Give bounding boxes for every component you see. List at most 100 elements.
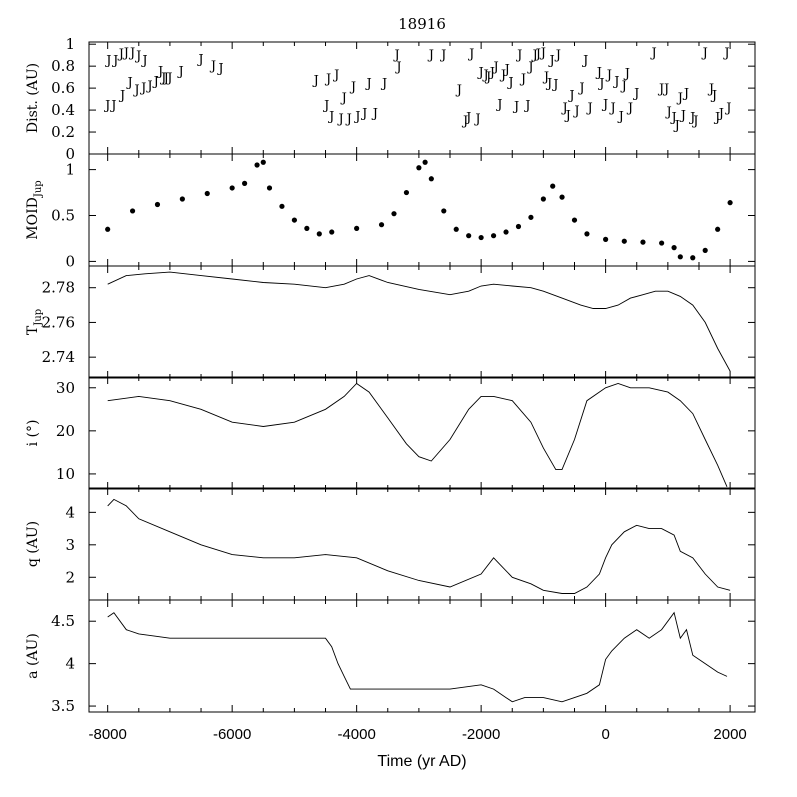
x-tick-label: 2000 [713, 726, 746, 743]
data-point [291, 217, 298, 223]
encounter-marker: J [467, 47, 474, 62]
encounter-marker: J [506, 76, 513, 91]
data-point [640, 239, 646, 245]
encounter-marker: J [392, 48, 399, 63]
encounter-marker: J [597, 77, 604, 92]
encounter-marker: J [152, 74, 159, 89]
encounter-marker: J [676, 91, 683, 106]
x-axis-label: Time (yr AD) [377, 753, 466, 770]
y-tick-label: 3 [65, 536, 75, 554]
encounter-marker: J [196, 52, 203, 67]
encounter-marker: J [554, 48, 561, 63]
encounter-marker: J [439, 48, 446, 63]
x-tick-label: -8000 [88, 726, 126, 743]
data-point [677, 254, 683, 260]
data-point [154, 201, 161, 208]
data-point [671, 245, 677, 251]
data-point [242, 180, 248, 186]
encounter-marker: J [545, 77, 552, 92]
encounter-marker: J [632, 87, 639, 102]
encounter-marker: J [564, 108, 571, 123]
y-tick-label: 2.76 [42, 313, 75, 331]
encounter-marker: J [595, 66, 602, 81]
series-line-a [107, 611, 728, 703]
panel-frame [88, 376, 756, 490]
data-point [329, 229, 335, 235]
encounter-marker: J [312, 73, 319, 88]
encounter-marker: J [209, 59, 216, 74]
encounter-marker: J [688, 111, 695, 126]
encounter-marker: J [491, 60, 498, 75]
data-point [279, 203, 285, 209]
encounter-marker: J [324, 72, 331, 87]
encounter-marker: J [327, 110, 334, 125]
encounter-marker: J [567, 89, 574, 104]
y-tick-label: 0.6 [51, 79, 75, 97]
encounter-marker: J [724, 101, 731, 116]
y-tick-label: 2.78 [42, 279, 75, 297]
data-point [727, 200, 733, 206]
encounter-marker: J [177, 65, 184, 80]
panel-incl: 10 20 30 i (°) [25, 376, 756, 490]
encounter-marker: J [722, 46, 729, 61]
y-tick-label: 0 [65, 252, 75, 270]
encounter-marker: J [128, 46, 135, 61]
encounter-marker: J [551, 78, 558, 93]
encounter-marker: J [691, 114, 698, 129]
y-tick-label: 3.5 [51, 697, 75, 715]
encounter-marker: J [561, 101, 568, 116]
encounter-marker: J [360, 106, 367, 121]
data-point [503, 229, 509, 235]
encounter-marker: J [484, 70, 491, 85]
data-point [550, 183, 556, 189]
encounter-marker: J [717, 106, 724, 121]
y-tick-label: 30 [56, 379, 75, 397]
encounter-marker: J [156, 65, 163, 80]
x-tick-label: 0 [601, 726, 609, 743]
data-point [466, 233, 472, 239]
encounter-marker: J [340, 91, 347, 106]
series-line-incl [107, 382, 728, 487]
x-tick-label: -6000 [213, 726, 251, 743]
encounter-marker: J [122, 46, 129, 61]
y-axis-label-q: q (AU) [25, 521, 41, 567]
data-point [129, 208, 136, 214]
encounter-marker: J [125, 76, 132, 91]
data-point [690, 255, 696, 261]
encounter-marker: J [534, 47, 541, 62]
encounter-marker: J [662, 82, 669, 97]
y-tick-label: 0.4 [51, 101, 75, 119]
encounter-marker: J [394, 60, 401, 75]
encounter-marker: J [664, 105, 671, 120]
data-point [391, 211, 397, 217]
encounter-marker: J [162, 71, 169, 86]
y-tick-label: 20 [56, 422, 75, 440]
panel-frame [88, 153, 756, 267]
y-tick-label: 4 [65, 655, 75, 673]
encounter-marker: J [585, 101, 592, 116]
encounter-marker: J [673, 118, 680, 133]
encounter-marker: J [519, 72, 526, 87]
encounter-marker: J [601, 97, 608, 112]
encounter-marker: J [140, 54, 147, 69]
encounter-marker: J [710, 89, 717, 104]
encounter-marker: J [657, 82, 664, 97]
panel-frame [88, 265, 756, 379]
data-point [453, 226, 459, 232]
y-axis-label-incl: i (°) [25, 420, 41, 447]
encounter-marker: J [461, 114, 468, 129]
encounter-marker: J [477, 66, 484, 81]
encounter-marker: J [464, 111, 471, 126]
encounter-marker: J [111, 54, 118, 69]
series-line-tjup [107, 271, 731, 372]
encounter-marker: J [623, 67, 630, 82]
data-point [229, 185, 235, 191]
data-point [659, 240, 665, 246]
encounter-marker: J [104, 54, 111, 69]
y-tick-label: 1 [65, 35, 75, 53]
encounter-marker: J [109, 99, 116, 114]
encounter-marker: J [512, 100, 519, 115]
encounter-marker: J [349, 80, 356, 95]
encounter-marker: J [118, 89, 125, 104]
